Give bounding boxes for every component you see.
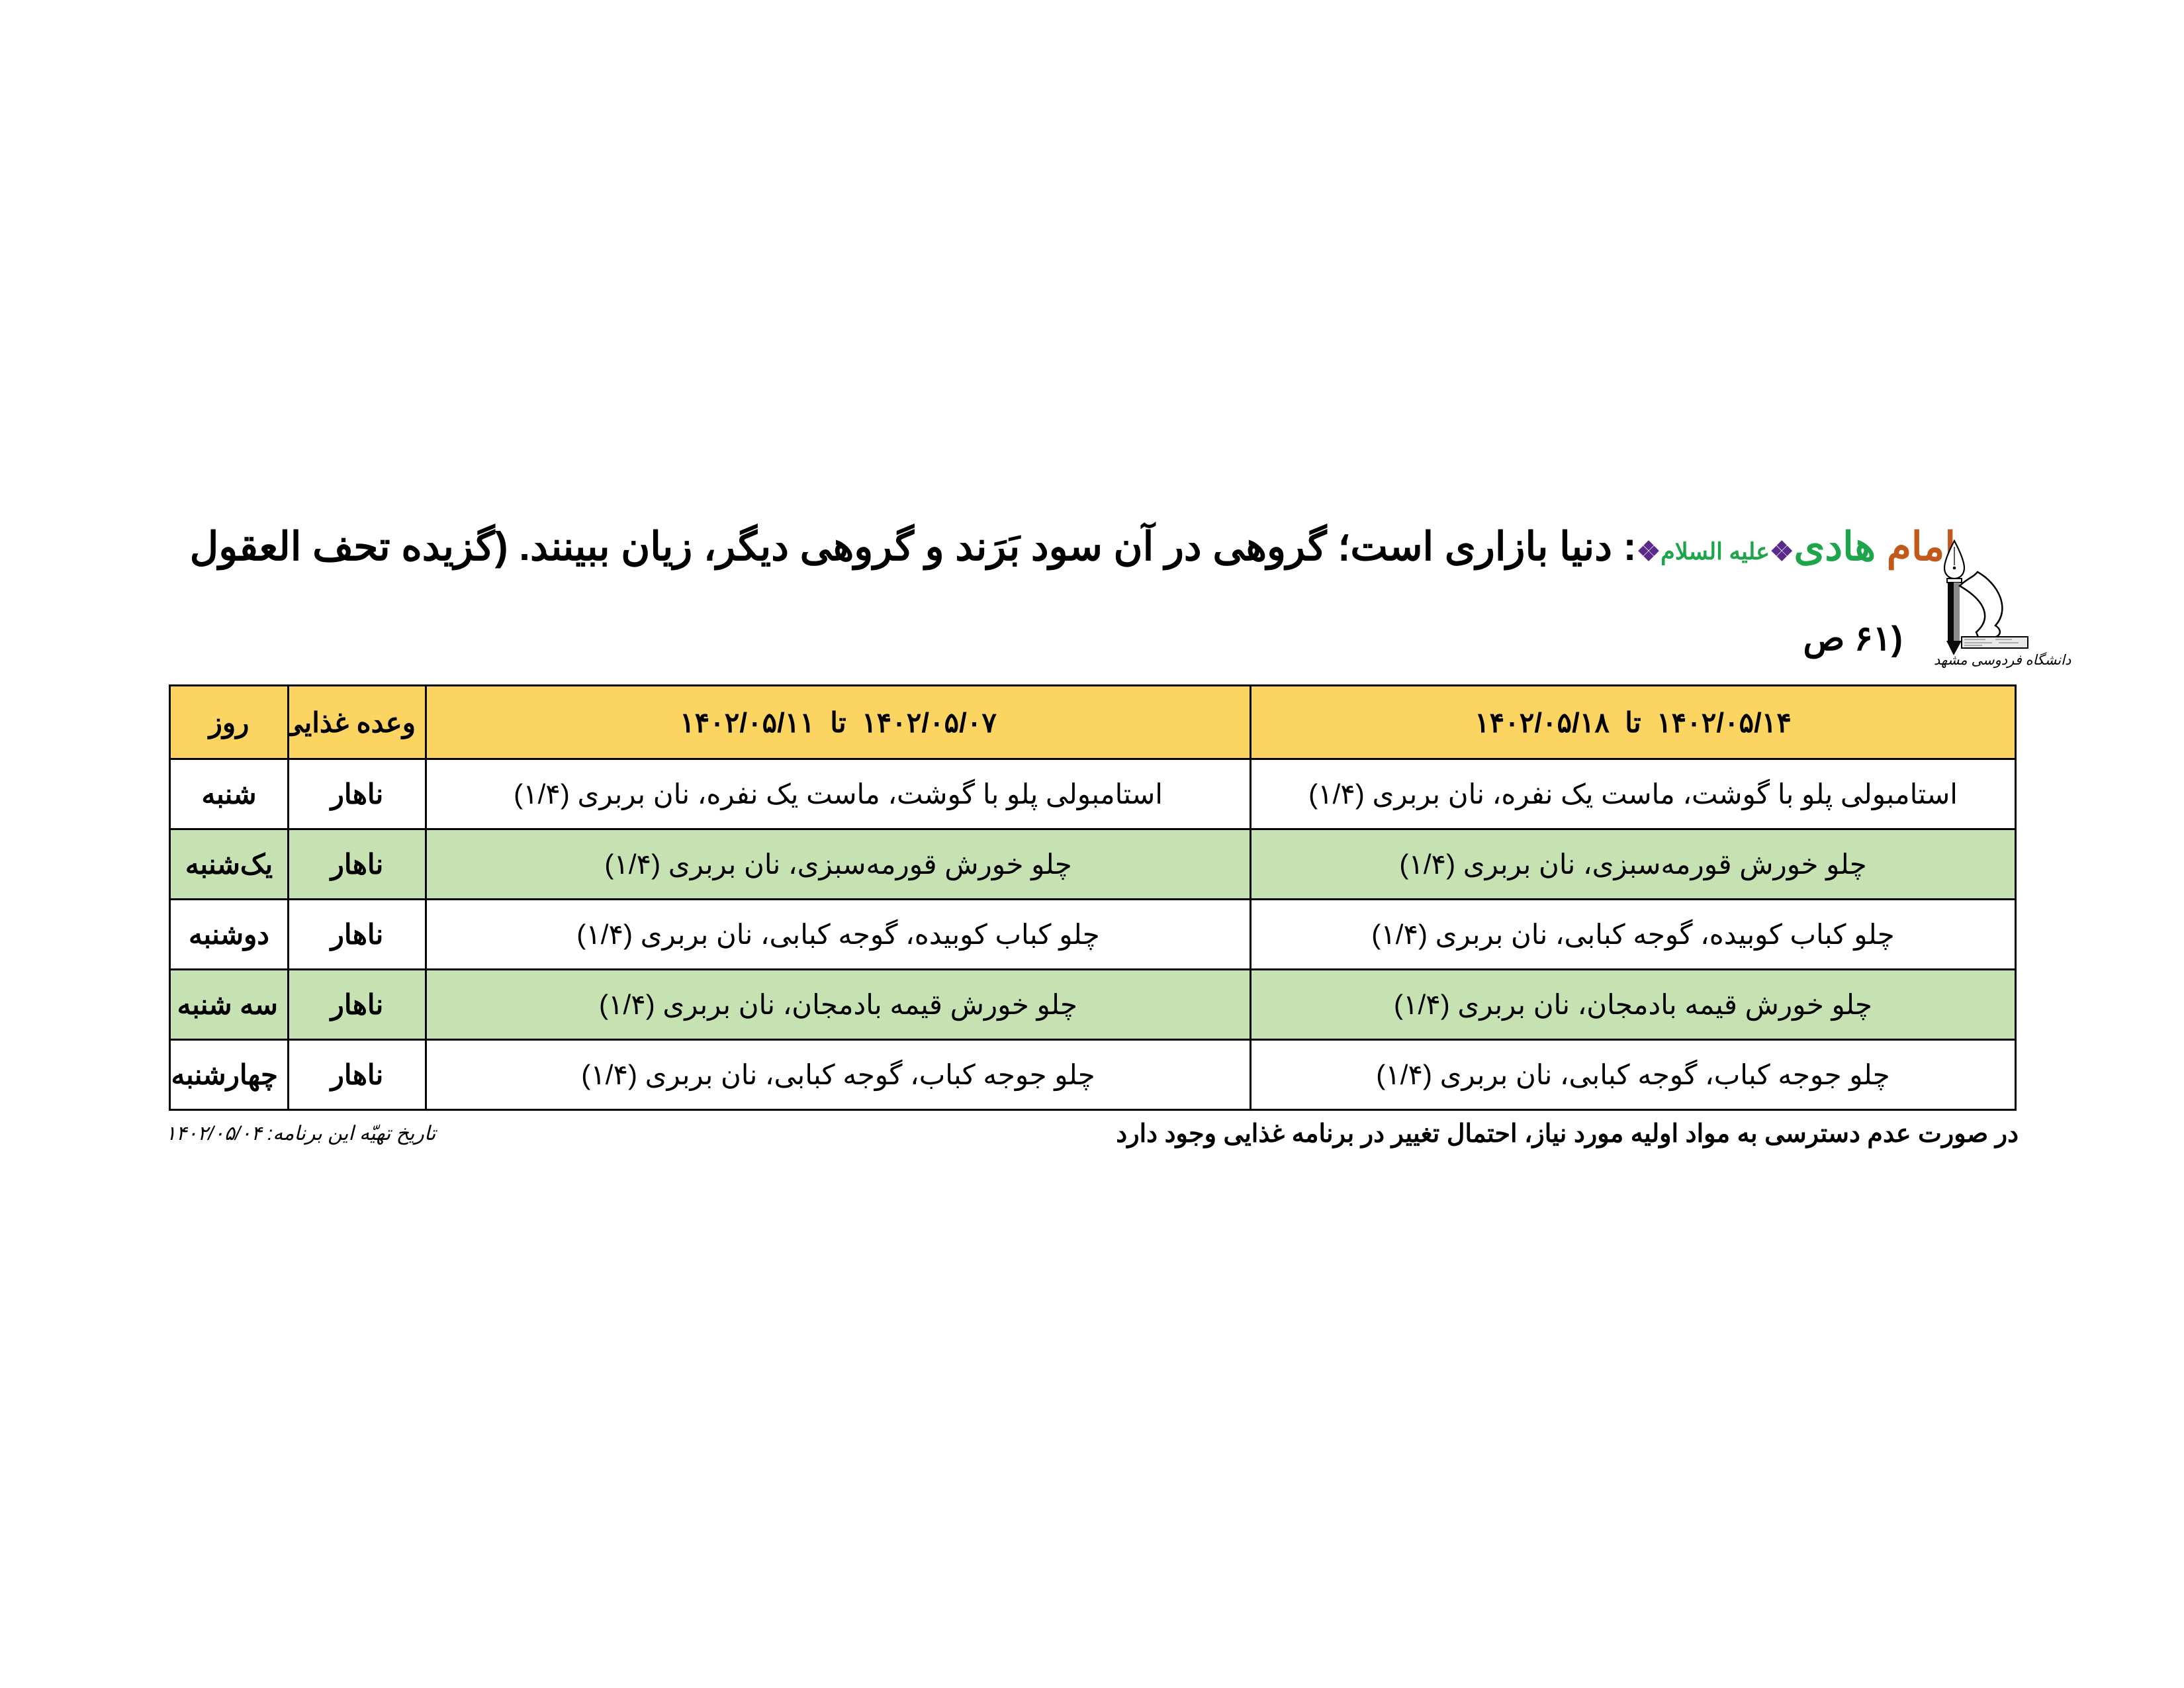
svg-text:دانشگاه فردوسی مشهد: دانشگاه فردوسی مشهد	[1934, 652, 2071, 669]
